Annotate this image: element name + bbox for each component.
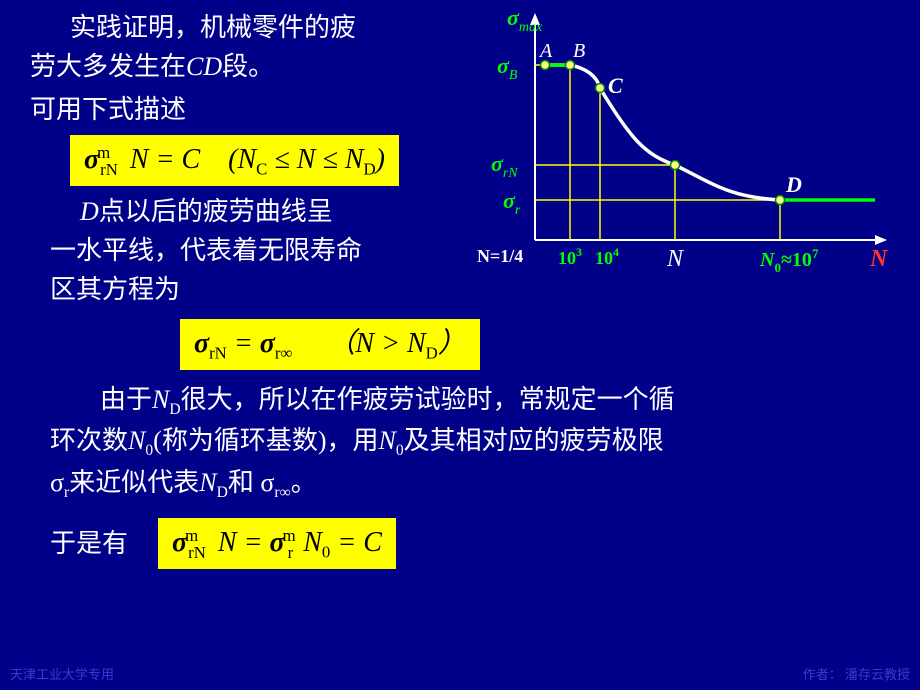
- formula-1: σmrNN = C (NC ≤ N ≤ ND): [70, 135, 399, 186]
- p1a: 实践证明，机械零件的疲: [70, 13, 356, 42]
- fatigue-curve-chart: σmax σB σrN σr AB C D N=1/4 103 104 N N0≈107 N: [475, 10, 895, 290]
- svg-text:σB: σB: [497, 53, 518, 83]
- svg-text:N=1/4: N=1/4: [477, 246, 523, 266]
- svg-text:B: B: [573, 40, 585, 62]
- p1c: CD: [186, 52, 222, 81]
- svg-text:A: A: [538, 40, 553, 62]
- svg-text:103: 103: [558, 245, 582, 268]
- svg-text:104: 104: [595, 245, 619, 268]
- svg-text:σmax: σmax: [507, 10, 543, 35]
- paragraph-3: D点以后的疲劳曲线呈 一水平线，代表着无限寿命 区其方程为: [50, 192, 460, 309]
- formula-1-wrap: σmrNN = C (NC ≤ N ≤ ND): [70, 135, 460, 186]
- footer-right: 作者： 潘存云教授: [803, 665, 910, 685]
- formula-2-wrap: σrN = σr∞ （N > ND）: [180, 319, 890, 370]
- svg-text:N0≈107: N0≈107: [759, 246, 819, 275]
- paragraph-2: 可用下式描述: [30, 90, 460, 129]
- paragraph-4: 由于ND很大，所以在作疲劳试验时，常规定一个循 环次数N0(称为循环基数)，用N…: [50, 380, 890, 505]
- chart-svg: σmax σB σrN σr AB C D N=1/4 103 104 N N0≈107 N: [475, 10, 895, 290]
- p1d: 段。: [222, 52, 274, 81]
- svg-text:C: C: [608, 73, 623, 98]
- last-line: 于是有 σmrNN = σmrN0 = C: [50, 512, 890, 575]
- svg-text:N: N: [869, 246, 889, 272]
- svg-text:D: D: [785, 172, 802, 197]
- formula-3: σmrNN = σmrN0 = C: [158, 518, 396, 569]
- paragraph-1: 实践证明，机械零件的疲 劳大多发生在CD段。: [30, 8, 460, 86]
- svg-text:σr: σr: [503, 188, 521, 218]
- formula-2: σrN = σr∞ （N > ND）: [180, 319, 480, 370]
- p1b: 劳大多发生在: [30, 52, 186, 81]
- footer-left: 天津工业大学专用: [10, 665, 114, 685]
- svg-text:σrN: σrN: [491, 151, 518, 181]
- svg-text:N: N: [666, 246, 685, 272]
